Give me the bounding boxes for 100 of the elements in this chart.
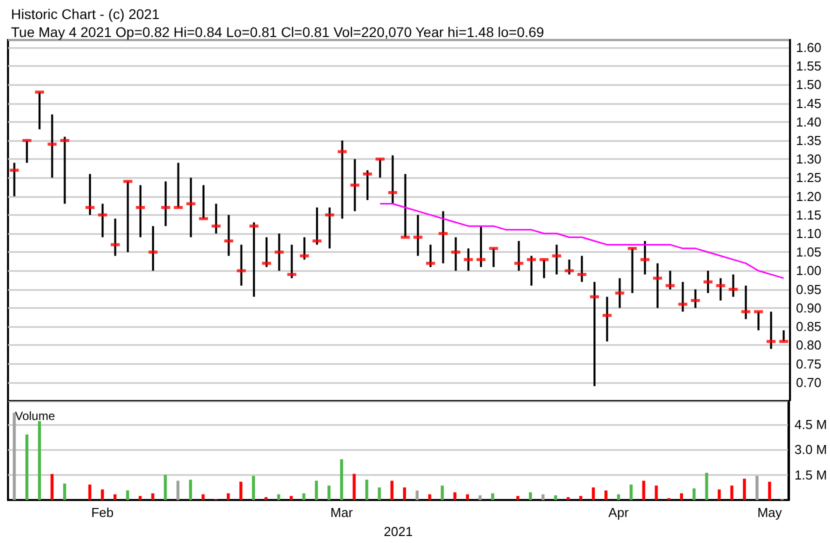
bar: [164, 181, 167, 226]
bar: [378, 487, 381, 500]
bar: [768, 482, 772, 500]
bar: [102, 204, 104, 238]
bar: [12, 412, 16, 500]
bar: [631, 248, 634, 294]
bar: [228, 214, 230, 256]
bar: [38, 92, 41, 130]
bar: [88, 174, 91, 215]
bar: [642, 480, 646, 500]
y-tick-label: 1.50: [796, 77, 822, 92]
bar: [51, 114, 54, 178]
bar: [314, 480, 318, 500]
bar: [88, 484, 92, 500]
bar: [126, 490, 130, 500]
bar: [189, 480, 192, 500]
bar: [442, 211, 444, 264]
bar: [176, 480, 180, 500]
y-tick-label: 0.90: [796, 300, 822, 316]
y-tick-label: 1.55: [796, 58, 822, 74]
bar: [100, 489, 104, 500]
chart-title: Historic Chart - (c) 2021: [11, 6, 160, 22]
bar: [718, 489, 721, 500]
bar: [25, 434, 28, 500]
bar: [290, 496, 293, 500]
bar: [705, 472, 708, 500]
bar: [239, 482, 242, 500]
bar: [177, 162, 180, 208]
bar: [316, 207, 318, 245]
chart-subtitle: Tue May 4 2021 Op=0.82 Hi=0.84 Lo=0.81 Cl=0.81 Vol=220,070 Year hi=1.48 lo=0.69: [11, 24, 544, 40]
bar: [742, 478, 746, 500]
bar: [478, 495, 482, 500]
bar: [630, 484, 633, 500]
bar: [566, 497, 570, 500]
bar: [466, 494, 469, 500]
bar: [277, 494, 280, 500]
bar: [328, 207, 331, 248]
bar: [152, 226, 154, 271]
bar: [164, 474, 167, 500]
bar: [416, 490, 419, 500]
bar: [756, 476, 759, 500]
bar: [151, 493, 154, 500]
bar: [454, 237, 457, 271]
y-tick-label: 1.30: [796, 152, 822, 167]
bar: [618, 278, 621, 308]
bar: [202, 185, 204, 219]
y-tick-label: 1.5 M: [794, 467, 828, 482]
bar: [579, 496, 582, 500]
bar: [654, 486, 658, 500]
y-tick-label: 4.5 M: [794, 416, 828, 432]
bar: [543, 260, 546, 278]
y-tick-label: 1.05: [796, 244, 822, 260]
x-axis-title: 2021: [384, 524, 413, 539]
bar: [730, 486, 734, 500]
y-tick-label: 0.80: [796, 338, 822, 353]
bar: [114, 218, 116, 256]
bar: [592, 487, 595, 500]
y-tick-label: 0.95: [796, 282, 822, 297]
bar: [516, 496, 520, 500]
y-tick-label: 1.00: [796, 263, 822, 278]
bar: [226, 493, 230, 500]
bar: [757, 312, 760, 330]
bar: [656, 263, 659, 308]
y-tick-label: 1.10: [796, 226, 822, 242]
x-tick-label: Mar: [330, 505, 354, 520]
bar: [491, 493, 494, 500]
bar: [252, 222, 255, 297]
bar: [528, 492, 532, 500]
y-tick-label: 1.15: [796, 207, 822, 222]
bar: [138, 496, 142, 500]
bar: [692, 488, 696, 500]
y-axis-title: Volume: [15, 409, 56, 423]
bar: [594, 282, 596, 386]
bar: [404, 174, 406, 238]
bar: [352, 474, 356, 500]
bar: [240, 244, 242, 286]
bar: [556, 244, 558, 274]
bar: [617, 494, 620, 500]
x-tick-label: May: [757, 505, 782, 520]
bar: [114, 494, 116, 500]
y-tick-label: 1.45: [796, 96, 822, 111]
bar: [604, 490, 608, 500]
y-tick-label: 1.60: [796, 40, 822, 55]
bar: [554, 495, 558, 500]
bar: [252, 476, 255, 500]
bar: [266, 237, 268, 268]
bar: [365, 480, 368, 500]
y-tick-label: 1.25: [796, 170, 822, 186]
y-tick-label: 1.20: [796, 188, 822, 204]
bar: [354, 159, 356, 212]
bar: [190, 178, 192, 238]
bar: [606, 296, 608, 342]
bar: [440, 486, 444, 500]
x-tick-label: Apr: [608, 505, 630, 520]
y-tick-label: 0.70: [796, 374, 822, 390]
bar: [290, 244, 293, 278]
bar: [428, 494, 432, 500]
x-tick-label: Feb: [91, 505, 114, 520]
bar: [542, 494, 545, 500]
line-series: [379, 203, 784, 279]
